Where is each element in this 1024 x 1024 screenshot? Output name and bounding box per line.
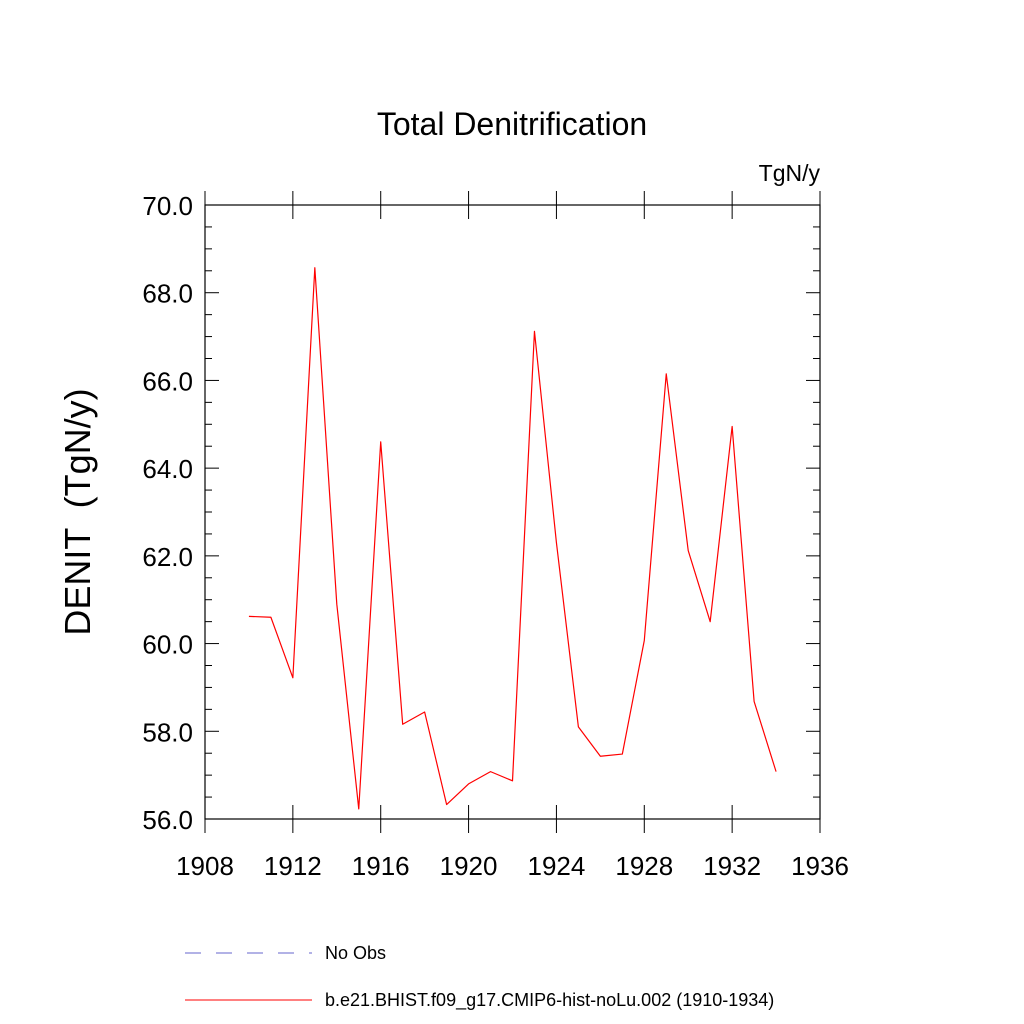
legend: No Obs b.e21.BHIST.f09_g17.CMIP6-hist-no… <box>185 943 774 1011</box>
x-tick-label: 1908 <box>176 851 234 881</box>
y-axis-ticks: 56.0 58.0 60.0 62.0 64.0 66.0 68.0 70.0 <box>142 191 820 835</box>
legend-label-model-run: b.e21.BHIST.f09_g17.CMIP6-hist-noLu.002 … <box>325 990 774 1011</box>
y-tick-label: 60.0 <box>142 630 193 660</box>
x-tick-label: 1932 <box>703 851 761 881</box>
x-tick-label: 1936 <box>791 851 849 881</box>
y-tick-label: 64.0 <box>142 454 193 484</box>
x-tick-label: 1928 <box>615 851 673 881</box>
y-tick-label: 62.0 <box>142 542 193 572</box>
plot-frame <box>204 204 821 820</box>
y-tick-label: 58.0 <box>142 717 193 747</box>
y-axis-label: DENIT (TgN/y) <box>57 388 98 635</box>
y-tick-label: 68.0 <box>142 279 193 309</box>
y-tick-label: 70.0 <box>142 191 193 221</box>
y-tick-label: 56.0 <box>142 805 193 835</box>
series-layer <box>248 267 777 810</box>
x-tick-label: 1912 <box>264 851 322 881</box>
y-tick-label: 66.0 <box>142 366 193 396</box>
legend-label-no-obs: No Obs <box>325 943 386 963</box>
series-line <box>248 267 777 810</box>
x-axis-ticks: 1908 1912 1916 1920 1924 1928 1932 1936 <box>176 191 849 881</box>
x-tick-label: 1916 <box>352 851 410 881</box>
units-label: TgN/y <box>759 160 821 186</box>
x-tick-label: 1924 <box>528 851 586 881</box>
x-tick-label: 1920 <box>440 851 498 881</box>
chart-title: Total Denitrification <box>377 106 647 142</box>
